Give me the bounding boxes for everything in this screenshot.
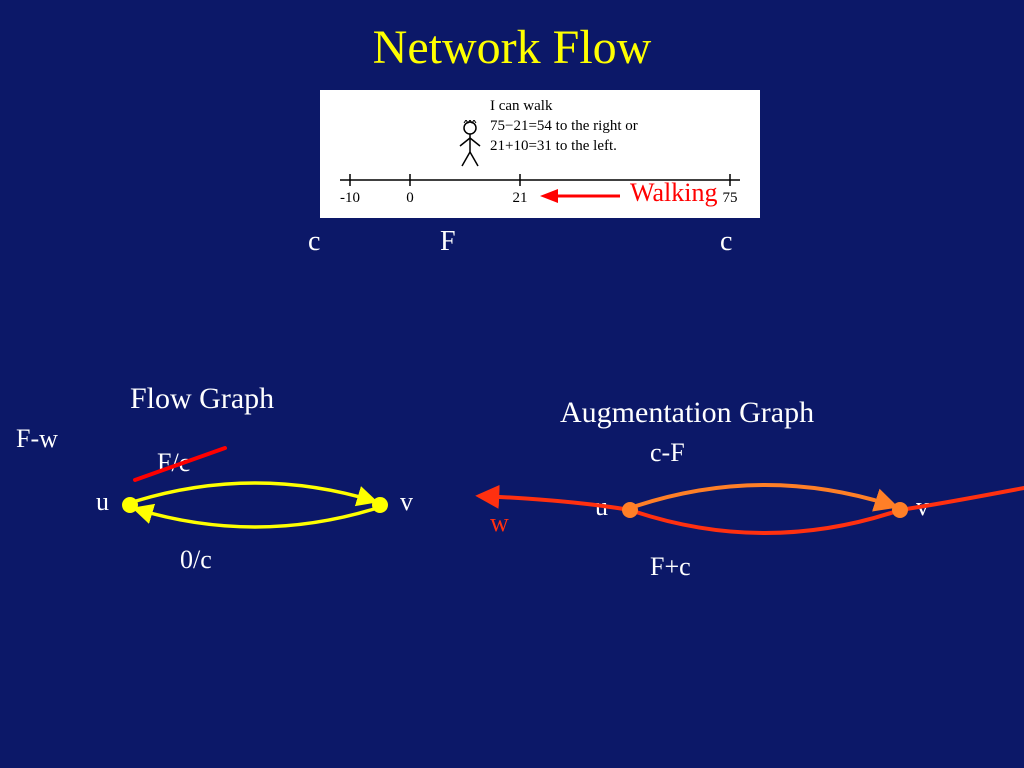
slide-title: Network Flow [0,20,1024,75]
svg-text:75: 75 [723,190,738,206]
notation-label: F [440,226,456,263]
walkbox-text: I can walk75−21=54 to the right or21+10=… [490,96,638,156]
notation-label: c [308,226,320,263]
svg-text:0: 0 [406,190,414,206]
slide-stage: Network Flow I can walk75−21=54 to the ri… [0,0,1024,768]
walking-label: Walking [630,178,717,208]
svg-text:21: 21 [513,190,528,206]
walking-box: I can walk75−21=54 to the right or21+10=… [320,90,760,218]
walking-arrow-icon [540,184,630,214]
aug-graph-edges [0,410,1024,610]
svg-text:-10: -10 [340,190,360,206]
notation-label: c [720,226,732,263]
stick-figure-icon [450,120,490,170]
aug-bot-label: F+c [650,552,691,586]
